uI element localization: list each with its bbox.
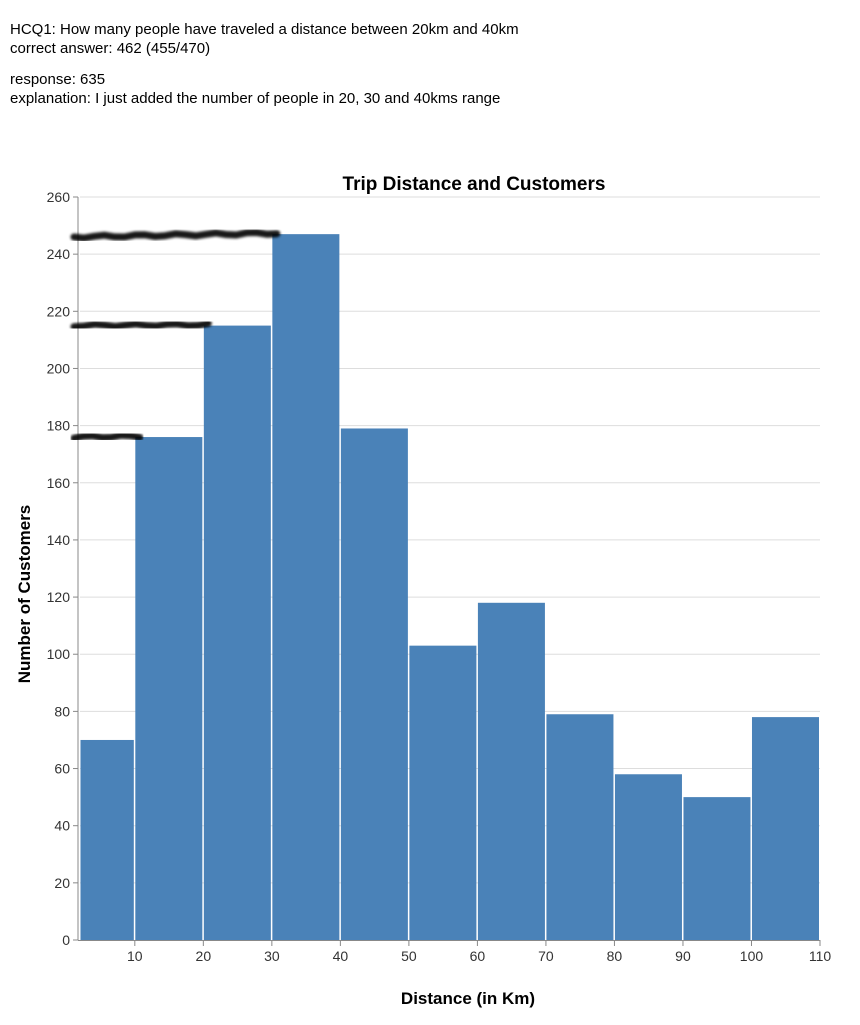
y-tick-label: 260	[47, 189, 71, 205]
annotation-question-block: HCQ1: How many people have traveled a di…	[10, 20, 519, 58]
y-tick-label: 40	[54, 818, 70, 834]
histogram-bar	[683, 797, 751, 940]
x-tick-label: 60	[470, 948, 486, 964]
y-tick-label: 60	[54, 761, 70, 777]
handwritten-scribble-mark	[70, 431, 144, 442]
y-tick-label: 20	[54, 875, 70, 891]
y-tick-label: 200	[47, 360, 71, 376]
x-axis-title: Distance (in Km)	[401, 989, 535, 1008]
histogram-bar	[546, 714, 614, 940]
x-tick-label: 10	[127, 948, 143, 964]
handwritten-marks	[70, 229, 281, 442]
y-tick-label: 0	[62, 932, 70, 948]
explanation-text: explanation: I just added the number of …	[10, 90, 501, 107]
y-tick-label: 240	[47, 246, 71, 262]
x-tick-label: 110	[809, 948, 832, 964]
y-tick-label: 160	[47, 475, 71, 491]
handwritten-scribble-mark	[70, 229, 281, 242]
y-tick-label: 100	[47, 646, 71, 662]
histogram-bar	[135, 437, 203, 940]
x-tick-label: 80	[607, 948, 623, 964]
y-axis-title: Number of Customers	[15, 505, 34, 684]
x-tick-label: 30	[264, 948, 280, 964]
histogram-bar	[409, 645, 477, 940]
response-text: response: 635	[10, 71, 106, 88]
x-tick-label: 70	[538, 948, 554, 964]
handwritten-scribble-mark	[70, 319, 212, 331]
y-tick-label: 180	[47, 418, 71, 434]
histogram-bar	[751, 717, 819, 940]
x-tick-label: 20	[196, 948, 212, 964]
y-tick-label: 120	[47, 589, 71, 605]
x-tick-label: 50	[401, 948, 417, 964]
histogram-bar	[340, 428, 408, 940]
y-tick-label: 140	[47, 532, 71, 548]
histogram-bar	[203, 325, 271, 940]
histogram-bar	[477, 602, 545, 940]
histogram-bar	[614, 774, 682, 940]
bars	[80, 234, 819, 940]
y-tick-label: 80	[54, 703, 70, 719]
axes: 0 20 40 60 80 100 120 140 160 180 200 220 240 260 10 20…	[47, 189, 832, 964]
chart-title: Trip Distance and Customers	[343, 174, 606, 195]
histogram-bar	[272, 234, 340, 940]
question-text: HCQ1: How many people have traveled a di…	[10, 21, 519, 38]
correct-answer-text: correct answer: 462 (455/470)	[10, 40, 211, 57]
x-tick-label: 100	[740, 948, 764, 964]
x-tick-label: 40	[333, 948, 349, 964]
histogram-bar	[80, 739, 134, 940]
y-tick-label: 220	[47, 303, 71, 319]
annotation-response-block: response: 635 explanation: I just added …	[10, 70, 500, 108]
x-tick-label: 90	[675, 948, 691, 964]
